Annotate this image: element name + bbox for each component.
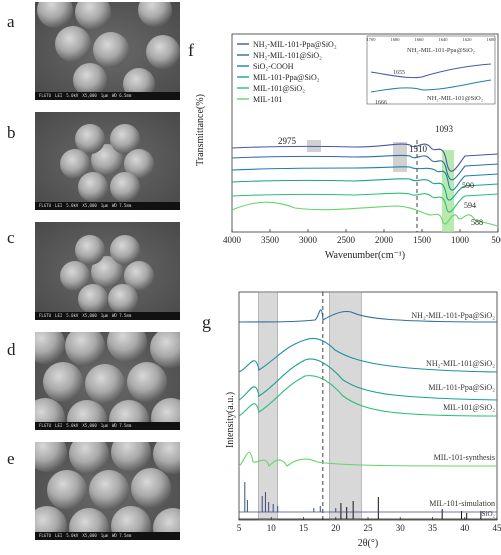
xrd-label-mil-synthesis: MIL-101-synthesis xyxy=(434,453,495,462)
xrd-label-nh2-ppa: NH₂-MIL-101-Ppa@SiO₂ xyxy=(411,311,495,320)
ftir-annot-2975: 2975 xyxy=(278,136,297,146)
ftir-x-axis-label: Wavenumber(cm⁻¹) xyxy=(325,250,405,260)
xrd-label-nh2-mil: NH₂-MIL-101@SiO₂ xyxy=(426,359,495,368)
xrd-x-tick-label: 5 xyxy=(237,523,242,533)
ftir-inset: NH₂-MIL-101-Ppa@SiO₂ NH₂-MIL-101@SiO₂ 16… xyxy=(367,36,497,106)
ftir-legend: NH₂-MIL-101-Ppa@SiO₂ NH₂-MIL-101@SiO₂ SiO₂… xyxy=(237,40,337,104)
ftir-annot-1510: 1510 xyxy=(409,144,428,154)
xrd-y-axis-label: Intensity(a.u.) xyxy=(225,392,236,448)
ftir-chart-svg: 2975 1510 1093 590 594 588 Transmittance… xyxy=(195,30,501,260)
xrd-label-mil-simulation: MIL-101-simulation xyxy=(429,499,495,508)
inset-x-tick-label: 1620 xyxy=(463,37,473,42)
xrd-x-tick-label: 20 xyxy=(331,523,341,533)
sem-spheres-d xyxy=(35,332,180,430)
inset-label-ppa: NH₂-MIL-101-Ppa@SiO₂ xyxy=(407,47,475,54)
xrd-label-sio2: SiO₂ xyxy=(482,510,496,518)
ftir-y-axis-label: Transmittance(%) xyxy=(195,94,206,166)
ftir-chart: 2975 1510 1093 590 594 588 Transmittance… xyxy=(195,30,501,260)
xrd-shaded-region xyxy=(329,292,361,520)
inset-x-tick-label: 1660 xyxy=(415,37,425,42)
xrd-label-mil-sio2: MIL-101@SiO₂ xyxy=(443,403,495,412)
ftir-annot-1093: 1093 xyxy=(435,124,454,134)
inset-x-tick-label: 1640 xyxy=(439,37,449,42)
panel-label-a: a xyxy=(7,12,15,32)
ftir-line-nh2-mil-101-ppa xyxy=(232,144,498,171)
inset-x-tick-label: 1700 xyxy=(367,37,377,42)
xrd-chart: NH₂-MIL-101-Ppa@SiO₂ NH₂-MIL-101@SiO₂ MI… xyxy=(225,290,501,550)
xrd-x-tick-label: 40 xyxy=(460,523,470,533)
sem-spheres-a xyxy=(35,2,180,100)
ftir-line-mil-101-ppa xyxy=(232,179,498,200)
xrd-x-tick-label: 10 xyxy=(267,523,277,533)
ftir-legend-label: NH₂-MIL-101-Ppa@SiO₂ xyxy=(253,40,337,49)
panel-label-d: d xyxy=(7,340,16,360)
xrd-x-tick-label: 25 xyxy=(364,523,374,533)
panel-label-c: c xyxy=(7,228,15,248)
inset-label-nh2: NH₂-MIL-101@SiO₂ xyxy=(427,95,483,102)
xrd-x-tick-label: 45 xyxy=(493,523,501,533)
xrd-chart-svg: NH₂-MIL-101-Ppa@SiO₂ NH₂-MIL-101@SiO₂ MI… xyxy=(225,290,501,550)
ftir-legend-label: SiO₂-COOH xyxy=(253,62,294,71)
ftir-legend-label: MIL-101 xyxy=(253,95,282,104)
inset-label-1655: 1655 xyxy=(393,70,405,76)
xrd-x-tick-label: 30 xyxy=(396,523,406,533)
ftir-x-tick-label: 1500 xyxy=(413,235,432,245)
ftir-annot-588: 588 xyxy=(471,218,483,227)
xrd-x-tick-label: 35 xyxy=(428,523,438,533)
ftir-x-tick-label: 500 xyxy=(491,235,501,245)
inset-label-1666: 1666 xyxy=(375,100,387,106)
sem-spheres-b xyxy=(35,112,180,210)
ftir-annot-594: 594 xyxy=(464,201,476,210)
ftir-line-mil-101 xyxy=(232,202,498,226)
ftir-x-tick-label: 2000 xyxy=(375,235,394,245)
ftir-x-tick-label: 2500 xyxy=(337,235,356,245)
panel-label-f: f xyxy=(188,40,194,61)
ftir-x-tick-label: 1000 xyxy=(451,235,470,245)
xrd-x-axis-label: 2θ(°) xyxy=(358,538,378,549)
sem-spheres-e xyxy=(35,442,180,540)
sem-spheres-c xyxy=(35,222,180,320)
inset-x-tick-label: 1680 xyxy=(391,37,401,42)
ftir-legend-label: MIL-101@SiO₂ xyxy=(253,84,305,93)
ftir-line-sio2-cooh xyxy=(232,167,498,190)
ftir-band-1700 xyxy=(393,142,407,172)
xrd-label-mil-ppa: MIL-101-Ppa@SiO₂ xyxy=(428,383,495,392)
ftir-annot-590: 590 xyxy=(462,181,474,190)
inset-x-tick-label: 1600 xyxy=(487,37,497,42)
ftir-legend-label: NH₂-MIL-101@SiO₂ xyxy=(253,51,322,60)
ftir-x-tick-label: 3500 xyxy=(261,235,280,245)
xrd-x-tick-label: 15 xyxy=(299,523,309,533)
panel-label-e: e xyxy=(7,449,15,469)
ftir-legend-label: MIL-101-Ppa@SiO₂ xyxy=(253,73,320,82)
ftir-x-tick-label: 4000 xyxy=(223,235,242,245)
xrd-shaded-region xyxy=(258,292,277,520)
panel-label-g: g xyxy=(202,312,211,333)
ftir-x-tick-label: 3000 xyxy=(299,235,318,245)
panel-label-b: b xyxy=(7,123,16,143)
